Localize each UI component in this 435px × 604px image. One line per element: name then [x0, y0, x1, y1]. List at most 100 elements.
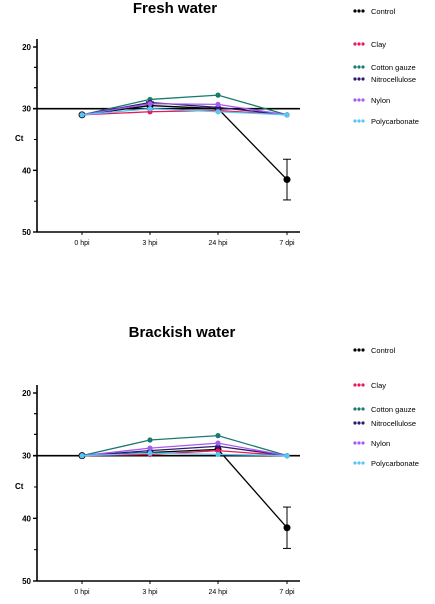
y-tick-label: 30: [22, 452, 31, 461]
x-tick-label: 3 hpi: [142, 589, 158, 596]
data-point: [147, 450, 153, 456]
series-line-nylon: [81, 442, 288, 457]
data-point: [79, 453, 85, 459]
data-point: [215, 109, 221, 115]
legend-item-control: Control: [353, 346, 396, 355]
y-tick-label: 20: [22, 389, 31, 398]
data-point: [215, 92, 221, 98]
legend-marker: [353, 421, 357, 425]
legend-marker: [361, 98, 365, 102]
data-point: [284, 112, 290, 118]
legend-item-nylon: Nylon: [353, 96, 390, 105]
legend-marker: [357, 65, 361, 69]
legend-marker: [357, 461, 361, 465]
data-point: [79, 112, 85, 118]
legend-marker: [357, 348, 361, 352]
legend-marker: [353, 348, 357, 352]
legend-marker: [357, 9, 361, 13]
legend-label: Cotton gauze: [371, 405, 416, 414]
x-tick-label: 0 hpi: [74, 240, 90, 247]
legend-item-polycarbonate: Polycarbonate: [353, 117, 419, 126]
legend-marker: [357, 42, 361, 46]
series-line-polycarbonate: [81, 108, 288, 116]
data-point: [215, 433, 221, 439]
legend-marker: [357, 407, 361, 411]
y-tick-label: 50: [22, 577, 31, 586]
legend-marker: [353, 9, 357, 13]
legend-label: Nitrocellulose: [371, 419, 416, 428]
legend-label: Nylon: [371, 96, 390, 105]
legend-marker: [353, 77, 357, 81]
data-point: [147, 445, 153, 451]
legend-item-nitrocellulose: Nitrocellulose: [353, 75, 416, 84]
legend-marker: [361, 407, 365, 411]
legend-label: Nitrocellulose: [371, 75, 416, 84]
legend-marker: [353, 383, 357, 387]
legend-item-cotton-gauze: Cotton gauze: [353, 405, 416, 414]
series-line-cotton-gauze: [81, 94, 288, 116]
legend-label: Clay: [371, 381, 386, 390]
x-tick-label: 0 hpi: [74, 589, 90, 596]
x-tick-label: 3 hpi: [142, 240, 158, 247]
legend-item-cotton-gauze: Cotton gauze: [353, 63, 416, 72]
legend-label: Polycarbonate: [371, 117, 419, 126]
legend-label: Control: [371, 346, 396, 355]
legend-label: Clay: [371, 40, 386, 49]
legend-marker: [357, 98, 361, 102]
data-point: [215, 440, 221, 446]
y-tick-label: 40: [22, 514, 31, 523]
chart-title: Brackish water: [129, 324, 236, 341]
legend-item-nylon: Nylon: [353, 439, 390, 448]
legend-marker: [357, 441, 361, 445]
legend-marker: [357, 383, 361, 387]
legend-marker: [361, 77, 365, 81]
x-tick-label: 7 dpi: [279, 240, 295, 247]
legend-item-clay: Clay: [353, 40, 386, 49]
data-point: [283, 524, 291, 532]
data-point: [147, 101, 153, 107]
data-point: [147, 437, 153, 443]
legend-marker: [353, 461, 357, 465]
legend-marker: [361, 461, 365, 465]
legend-label: Nylon: [371, 439, 390, 448]
data-point: [215, 101, 221, 107]
legend-marker: [357, 119, 361, 123]
series-line-polycarbonate: [81, 452, 288, 457]
x-tick-label: 24 hpi: [208, 240, 228, 247]
legend-marker: [357, 421, 361, 425]
y-tick-label: 30: [22, 105, 31, 114]
legend-marker: [353, 65, 357, 69]
legend-marker: [353, 98, 357, 102]
legend-label: Control: [371, 7, 396, 16]
legend-item-control: Control: [353, 7, 396, 16]
legend-marker: [361, 9, 365, 13]
legend-marker: [361, 119, 365, 123]
legend-item-nitrocellulose: Nitrocellulose: [353, 419, 416, 428]
y-axis-label: Ct: [15, 482, 24, 491]
series-line-control: [81, 448, 288, 529]
y-tick-label: 50: [22, 228, 31, 237]
legend-marker: [353, 119, 357, 123]
series-line-nitrocellulose: [81, 445, 288, 457]
x-tick-label: 24 hpi: [208, 589, 228, 596]
legend-marker: [357, 77, 361, 81]
chart-panel-0: Fresh water 20 30 40 50 Ct 0 hpi 3 hpi 24 hpi 7 d…: [15, 0, 419, 247]
y-axis-label: Ct: [15, 134, 24, 143]
legend-marker: [361, 421, 365, 425]
series-line-cotton-gauze: [81, 434, 288, 457]
x-tick-label: 7 dpi: [279, 589, 295, 596]
legend-marker: [353, 42, 357, 46]
legend-label: Polycarbonate: [371, 459, 419, 468]
chart-title: Fresh water: [133, 0, 217, 17]
chart-panel-1: Brackish water 20 30 40 50 Ct 0 hpi 3 hpi 24 hpi…: [15, 324, 419, 596]
y-tick-label: 40: [22, 166, 31, 175]
legend-item-clay: Clay: [353, 381, 386, 390]
data-point: [147, 106, 153, 112]
legend-marker: [353, 407, 357, 411]
legend-label: Cotton gauze: [371, 63, 416, 72]
legend-marker: [361, 441, 365, 445]
legend-marker: [361, 42, 365, 46]
series-line-nylon: [81, 103, 288, 116]
y-tick-label: 20: [22, 43, 31, 52]
